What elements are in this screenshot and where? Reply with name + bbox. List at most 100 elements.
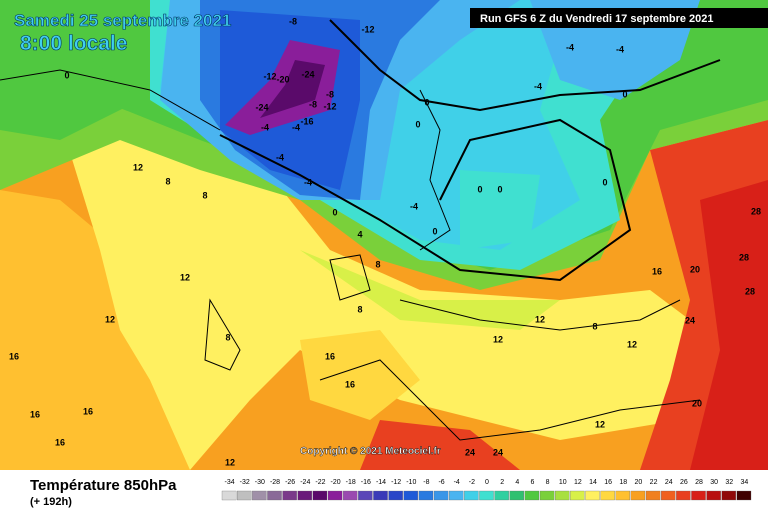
legend-label: -6 xyxy=(438,479,444,486)
legend-swatch xyxy=(282,490,297,501)
legend-swatch xyxy=(221,490,237,501)
contour-label: -12 xyxy=(361,24,374,34)
legend-label: -20 xyxy=(331,479,341,486)
legend-label: 6 xyxy=(530,479,534,486)
legend-label: 18 xyxy=(619,479,627,486)
legend-label: 20 xyxy=(635,479,643,486)
run-box xyxy=(470,8,768,28)
contour-label: -8 xyxy=(289,16,297,26)
legend-swatch xyxy=(297,490,313,501)
legend-label: -12 xyxy=(391,479,401,486)
legend-swatch xyxy=(388,490,403,501)
legend-swatch xyxy=(509,490,525,501)
contour-label: -4 xyxy=(410,201,418,211)
contour-label: -4 xyxy=(276,152,284,162)
legend-swatch xyxy=(479,490,494,501)
contour-label: -4 xyxy=(616,44,624,54)
contour-label: 12 xyxy=(105,314,115,324)
legend-swatch xyxy=(448,490,464,501)
legend-swatch xyxy=(721,490,737,501)
contour-label: 12 xyxy=(627,339,637,349)
contour-label: 0 xyxy=(602,177,607,187)
legend-label: -26 xyxy=(285,479,295,486)
legend-label: -8 xyxy=(423,479,429,486)
legend-swatch xyxy=(342,490,358,501)
valid-date: Samedi 25 septembre 2021 xyxy=(14,11,231,30)
legend-swatch xyxy=(600,490,615,501)
contour-label: 0 xyxy=(432,226,437,236)
field-title: Température 850hPa xyxy=(30,477,177,494)
legend-label: -24 xyxy=(300,479,310,486)
legend-label: 22 xyxy=(650,479,658,486)
contour-label: 0 xyxy=(477,184,482,194)
contour-label: 8 xyxy=(357,304,362,314)
legend-label: 30 xyxy=(710,479,718,486)
contour-label: 16 xyxy=(345,379,355,389)
legend-label: 16 xyxy=(604,479,612,486)
contour-label: -24 xyxy=(301,69,314,79)
contour-label: -20 xyxy=(276,74,289,84)
legend-swatch xyxy=(327,490,343,501)
valid-time: 8:00 locale xyxy=(20,32,127,55)
contour-label: 12 xyxy=(225,457,235,467)
contour-label: 24 xyxy=(465,447,475,457)
contour-label: 16 xyxy=(9,351,19,361)
contour-label: 12 xyxy=(535,314,545,324)
contour-label: 12 xyxy=(595,419,605,429)
legend-swatch xyxy=(554,490,570,501)
contour-label: -4 xyxy=(304,177,312,187)
contour-label: 4 xyxy=(357,229,362,239)
legend-label: 28 xyxy=(695,479,703,486)
legend-label: 0 xyxy=(485,479,489,486)
legend-swatch xyxy=(373,490,388,501)
legend-label: -14 xyxy=(376,479,386,486)
isotherms xyxy=(219,19,721,282)
legend-label: -18 xyxy=(346,479,356,486)
legend-swatch xyxy=(676,490,691,501)
legend-label: -30 xyxy=(255,479,265,486)
map-background xyxy=(0,0,768,470)
legend-label: 2 xyxy=(500,479,504,486)
run-info: Run GFS 6 Z du Vendredi 17 septembre 202… xyxy=(480,13,714,25)
contour-label: 8 xyxy=(165,176,170,186)
contour-label: 16 xyxy=(652,266,662,276)
contour-label: 16 xyxy=(55,437,65,447)
contour-label: -4 xyxy=(534,81,542,91)
forecast-lead: (+ 192h) xyxy=(30,496,72,508)
legend-swatch xyxy=(236,490,252,501)
contour-label: 0 xyxy=(622,89,627,99)
contour-label: 0 xyxy=(424,97,429,107)
legend-label: 24 xyxy=(665,479,673,486)
contour-label: -12 xyxy=(263,71,276,81)
contour-label: 28 xyxy=(745,286,755,296)
legend-swatch xyxy=(418,490,434,501)
legend-label: -4 xyxy=(454,479,460,486)
contour-label: 28 xyxy=(751,206,761,216)
coastlines xyxy=(0,69,701,441)
legend-swatch xyxy=(267,490,282,501)
contour-label: 24 xyxy=(685,315,695,325)
contour-label: 20 xyxy=(690,264,700,274)
legend-label: -10 xyxy=(406,479,416,486)
legend-label: -32 xyxy=(240,479,250,486)
contour-label: -4 xyxy=(292,122,300,132)
legend-label: -2 xyxy=(469,479,475,486)
contour-label: -24 xyxy=(255,102,268,112)
legend-label: 14 xyxy=(589,479,597,486)
legend-swatch xyxy=(691,490,706,501)
legend-swatch xyxy=(403,490,419,501)
legend-swatch xyxy=(524,490,540,501)
contour-label: 12 xyxy=(133,162,143,172)
contour-label: 16 xyxy=(325,351,335,361)
legend-swatch xyxy=(645,490,661,501)
contour-label: 0 xyxy=(64,70,69,80)
contour-label: 20 xyxy=(692,398,702,408)
legend-swatch xyxy=(252,490,267,501)
contour-label: -8 xyxy=(326,89,334,99)
legend-label: -22 xyxy=(315,479,325,486)
legend-label: -16 xyxy=(361,479,371,486)
contour-label: 16 xyxy=(30,409,40,419)
legend-label: 12 xyxy=(574,479,582,486)
legend-swatch xyxy=(494,490,509,501)
